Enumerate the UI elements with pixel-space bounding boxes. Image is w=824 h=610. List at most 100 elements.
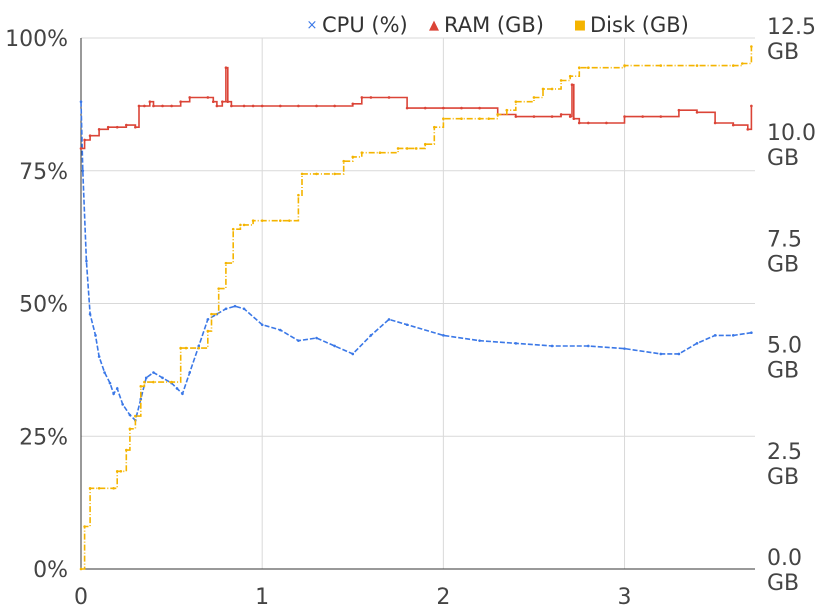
data-point [378, 151, 382, 154]
data-point [315, 104, 318, 108]
data-point [161, 104, 164, 108]
data-point [605, 121, 608, 125]
data-point [405, 147, 409, 150]
data-point [577, 121, 581, 125]
data-point [279, 104, 282, 108]
series-line [80, 101, 752, 422]
data-point [260, 323, 264, 327]
data-point [79, 100, 83, 104]
x-tick-label: 3 [618, 585, 632, 610]
data-point [97, 355, 101, 358]
data-point [315, 336, 318, 340]
x-tick-label: 0 [74, 585, 88, 610]
data-point [297, 104, 300, 108]
data-point [197, 344, 201, 348]
data-point [442, 334, 445, 337]
data-point [115, 469, 119, 473]
data-point [297, 193, 300, 197]
data-point [288, 219, 291, 222]
data-point [88, 134, 92, 138]
data-point [97, 128, 101, 131]
data-point [148, 100, 152, 104]
series-ram-gb [79, 66, 753, 150]
data-point [351, 102, 355, 106]
data-point [134, 414, 137, 418]
legend-label: RAM (GB) [444, 13, 544, 37]
data-point [143, 380, 146, 384]
data-point [550, 115, 554, 118]
data-point [442, 106, 445, 110]
data-point [279, 328, 282, 332]
data-point [572, 117, 576, 121]
data-point [128, 427, 132, 431]
data-point [206, 329, 210, 333]
data-point [226, 100, 230, 104]
data-point [224, 307, 228, 311]
data-point [221, 100, 224, 104]
right-tick-value: 5.0 [767, 334, 802, 359]
data-point [300, 172, 304, 176]
data-point [505, 108, 509, 112]
data-point [115, 125, 119, 129]
right-tick-unit: GB [767, 359, 799, 384]
data-point [179, 100, 182, 104]
data-point [514, 100, 518, 104]
data-point [134, 125, 137, 129]
left-tick-label: 0% [33, 558, 68, 583]
data-point [206, 318, 210, 321]
data-point [587, 121, 590, 125]
data-point [360, 96, 364, 99]
legend-marker: ▲ [429, 18, 439, 33]
data-point [369, 334, 373, 337]
data-point [387, 318, 391, 321]
data-point [433, 125, 436, 129]
data-point [677, 108, 681, 112]
data-point [750, 45, 753, 48]
data-point [152, 380, 155, 384]
data-point [242, 307, 246, 311]
data-point [124, 123, 128, 127]
data-point [333, 172, 336, 176]
data-point [550, 344, 554, 348]
data-point [108, 381, 112, 385]
data-point [143, 104, 146, 108]
legend-label: Disk (GB) [590, 13, 689, 37]
data-point [83, 525, 86, 528]
data-point [79, 567, 83, 571]
data-point [188, 371, 192, 374]
series-line [81, 46, 753, 570]
right-tick-value: 10.0 [767, 121, 816, 146]
data-point [112, 486, 115, 490]
right-tick-unit: GB [767, 465, 799, 490]
left-tick-label: 75% [19, 160, 68, 185]
data-point [239, 223, 242, 227]
data-point [641, 115, 644, 118]
data-point [695, 64, 699, 67]
data-point [623, 347, 626, 350]
data-point [750, 331, 753, 335]
data-point [83, 138, 86, 142]
legend-marker: × [307, 18, 318, 33]
data-point [460, 117, 463, 121]
data-point [423, 106, 427, 110]
right-tick-value: 7.5 [767, 227, 802, 252]
data-point [623, 64, 626, 67]
data-point [559, 79, 563, 82]
right-tick-value: 2.5 [767, 440, 802, 465]
series-lines [79, 45, 753, 571]
right-tick-unit: GB [767, 146, 799, 171]
data-point [577, 66, 581, 70]
data-point [532, 96, 536, 99]
x-tick-label: 1 [255, 585, 269, 610]
data-point [351, 352, 355, 356]
data-point [188, 96, 192, 99]
data-point [315, 172, 318, 176]
data-point [251, 219, 255, 222]
data-point [369, 96, 373, 99]
data-point [94, 334, 97, 337]
data-point [233, 304, 237, 308]
legend-marker: ■ [574, 18, 586, 33]
data-point [215, 104, 219, 108]
data-point [224, 261, 228, 265]
